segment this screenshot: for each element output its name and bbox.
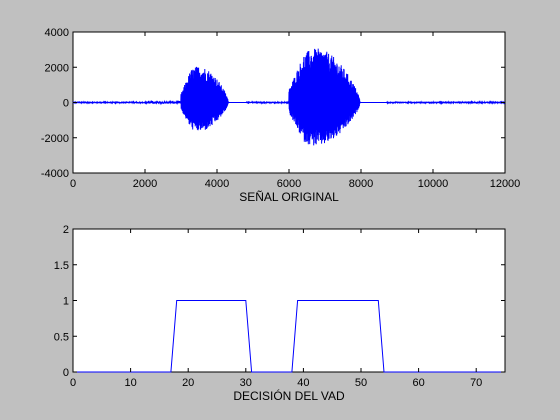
y-tick-label: 0 [63,98,69,110]
x-tick-label: 20 [182,377,194,389]
x-tick-label: 8000 [349,178,373,190]
y-tick-label: -4000 [41,168,69,180]
waveform-line [72,48,506,146]
vad-plot-area [72,228,506,373]
vad-decision-line [73,300,505,373]
vad-axes: 0 10 20 30 40 50 60 70 0 0.5 1 1.5 2 DECISIÓN DEL VA… [54,224,506,403]
x-tick-label: 10000 [418,178,449,190]
vad-x-axis-label: DECISIÓN DEL VAD [233,388,345,403]
x-tick-label: 40 [297,377,309,389]
x-tick-label: 30 [240,377,252,389]
y-tick-label: 2 [63,224,69,236]
y-tick-label: 4000 [45,27,69,39]
signal-x-axis-label: SEÑAL ORIGINAL [239,190,339,204]
x-tick-label: 70 [470,377,482,389]
y-tick-label: 1 [63,296,69,308]
x-tick-label: 2000 [133,178,157,190]
y-tick-label: -2000 [41,133,69,145]
x-tick-label: 50 [355,377,367,389]
x-tick-label: 4000 [205,178,229,190]
signal-waveform [72,48,506,146]
vad-ticks: 0 10 20 30 40 50 60 70 0 0.5 1 1.5 2 [54,224,505,389]
signal-axes: 0 2000 4000 6000 8000 10000 12000 -4000 -2000 0 20… [41,27,520,204]
y-tick-label: 0.5 [54,331,69,343]
x-tick-label: 60 [412,377,424,389]
x-tick-label: 6000 [277,178,301,190]
x-tick-label: 12000 [490,178,521,190]
y-tick-label: 2000 [45,62,69,74]
x-tick-label: 0 [70,377,76,389]
vad-line [73,300,505,373]
x-tick-label: 10 [124,377,136,389]
y-tick-label: 1.5 [54,260,69,272]
y-tick-label: 0 [63,367,69,379]
x-tick-label: 0 [70,178,76,190]
signal-ticks: 0 2000 4000 6000 8000 10000 12000 -4000 -2000 0 20… [41,27,520,190]
